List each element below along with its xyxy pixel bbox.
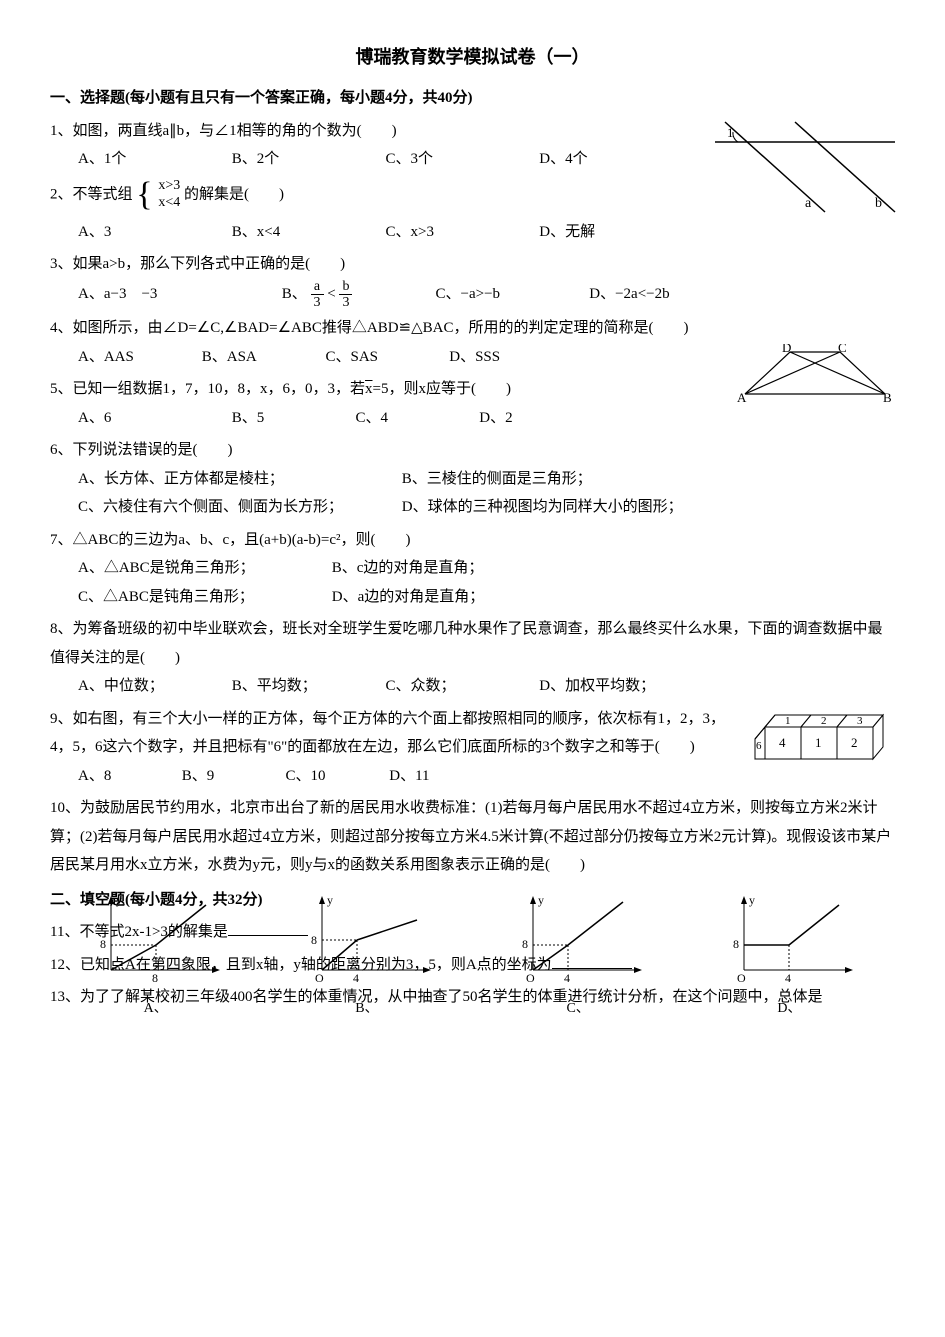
question-8: 8、为筹备班级的初中毕业联欢会，班长对全班学生爱吃哪几种水果作了民意调查，那么最… (50, 615, 895, 701)
q2-sys-bot: x<4 (158, 195, 180, 210)
q5-opt-a: A、6 (78, 404, 228, 433)
q3-opt-d: D、−2a<−2b (589, 280, 739, 309)
q3-opt-b: B、 a3 < b3 (282, 279, 432, 311)
question-5: 5、已知一组数据1，7，10，8，x，6，0，3，若x=5，则x应等于( ) A… (50, 375, 895, 432)
q5-stem-post: =5，则x应等于( ) (373, 381, 511, 397)
q9-opt-d: D、11 (389, 762, 489, 791)
q10-stem: 10、为鼓励居民节约用水，北京市出台了新的居民用水收费标准：(1)若每月每户居民… (50, 794, 895, 880)
section2-header: 二、填空题(每小题4分，共32分) (50, 886, 895, 915)
brace-icon: { (136, 178, 152, 212)
q9-opt-b: B、9 (182, 762, 282, 791)
svg-text:1: 1 (815, 735, 822, 750)
q2-opt-a: A、3 (78, 218, 228, 247)
svg-text:2: 2 (821, 715, 827, 727)
q7-opt-c: C、△ABC是钝角三角形； (78, 583, 328, 612)
q6-opt-c: C、六棱住有六个侧面、侧面为长方形； (78, 493, 398, 522)
blank (552, 954, 632, 969)
q2-opt-c: C、x>3 (386, 218, 536, 247)
svg-text:1: 1 (785, 715, 791, 727)
q7-stem: 7、△ABC的三边为a、b、c，且(a+b)(a-b)=c²，则( ) (50, 526, 895, 555)
q3-stem: 3、如果a>b，那么下列各式中正确的是( ) (50, 250, 895, 279)
q4-opt-b: B、ASA (202, 343, 322, 372)
q8-opt-a: A、中位数； (78, 672, 228, 701)
q2-opt-b: B、x<4 (232, 218, 382, 247)
blank (228, 921, 308, 936)
q2-stem-pre: 2、不等式组 (50, 186, 133, 202)
q1-opt-b: B、2个 (232, 145, 382, 174)
question-10: 10、为鼓励居民节约用水，北京市出台了新的居民用水收费标准：(1)若每月每户居民… (50, 794, 895, 880)
q7-opt-a: A、△ABC是锐角三角形； (78, 554, 328, 583)
question-13: 13、为了了解某校初三年级400名学生的体重情况，从中抽查了50名学生的体重进行… (50, 983, 895, 1012)
svg-text:3: 3 (857, 715, 863, 727)
q8-stem: 8、为筹备班级的初中毕业联欢会，班长对全班学生爱吃哪几种水果作了民意调查，那么最… (50, 615, 895, 672)
question-9: 1 2 3 6 4 1 2 9、如右图，有三个大小一样的正方体，每个正方体的六个… (50, 705, 895, 791)
q4-stem: 4、如图所示，由∠D=∠C,∠BAD=∠ABC推得△ABD≌△BAC，所用的的判… (50, 314, 895, 343)
q9-opt-a: A、8 (78, 762, 178, 791)
svg-text:1: 1 (727, 125, 734, 140)
q5-opt-b: B、5 (232, 404, 352, 433)
q4-opt-a: A、AAS (78, 343, 198, 372)
q6-stem: 6、下列说法错误的是( ) (50, 436, 895, 465)
page-title: 博瑞教育数学模拟试卷（一） (50, 40, 895, 74)
q9-opt-c: C、10 (286, 762, 386, 791)
q5-xbar: x (365, 381, 373, 397)
q8-opt-c: C、众数； (386, 672, 536, 701)
q7-opt-d: D、a边的对角是直角； (332, 583, 485, 612)
svg-text:D: D (782, 344, 791, 355)
q2-opt-d: D、无解 (539, 218, 689, 247)
q4-opt-c: C、SAS (326, 343, 446, 372)
question-6: 6、下列说法错误的是( ) A、长方体、正方体都是棱柱； B、三棱住的侧面是三角… (50, 436, 895, 522)
q6-opt-a: A、长方体、正方体都是棱柱； (78, 465, 398, 494)
q6-opt-d: D、球体的三种视图均为同样大小的图形； (402, 493, 683, 522)
q3-opt-c: C、−a>−b (436, 280, 586, 309)
question-7: 7、△ABC的三边为a、b、c，且(a+b)(a-b)=c²，则( ) A、△A… (50, 526, 895, 612)
question-2: 2、不等式组 { x>3 x<4 的解集是( ) A、3 B、x<4 C、x>3… (50, 178, 895, 247)
q3-opt-a: A、a−3 −3 (78, 280, 278, 309)
question-1: 1、如图，两直线a∥b，与∠1相等的角的个数为( ) A、1个 B、2个 C、3… (50, 117, 895, 174)
q8-opt-b: B、平均数； (232, 672, 382, 701)
q1-opt-c: C、3个 (386, 145, 536, 174)
svg-text:C: C (838, 344, 847, 355)
q1-opt-a: A、1个 (78, 145, 228, 174)
q5-opt-d: D、2 (479, 404, 599, 433)
q2-stem-post: 的解集是( ) (184, 186, 284, 202)
question-11: 11、不等式2x-1>3的解集是 (50, 918, 895, 947)
q1-opt-d: D、4个 (539, 145, 689, 174)
q8-opt-d: D、加权平均数； (539, 672, 689, 701)
svg-text:2: 2 (851, 735, 858, 750)
question-4: 4、如图所示，由∠D=∠C,∠BAD=∠ABC推得△ABD≌△BAC，所用的的判… (50, 314, 895, 371)
q6-opt-b: B、三棱住的侧面是三角形； (402, 465, 592, 494)
q2-sys-top: x>3 (158, 178, 180, 193)
svg-text:4: 4 (779, 735, 786, 750)
q4-opt-d: D、SSS (449, 343, 569, 372)
question-3: 3、如果a>b，那么下列各式中正确的是( ) A、a−3 −3 B、 a3 < … (50, 250, 895, 310)
q5-stem-pre: 5、已知一组数据1，7，10，8，x，6，0，3，若 (50, 381, 365, 397)
svg-text:6: 6 (756, 740, 762, 752)
q5-opt-c: C、4 (356, 404, 476, 433)
q7-opt-b: B、c边的对角是直角； (332, 554, 484, 583)
q9-figure: 1 2 3 6 4 1 2 (745, 705, 895, 765)
question-12: 12、已知点A在第四象限，且到x轴，y轴的距离分别为3，5，则A点的坐标为 (50, 951, 895, 980)
